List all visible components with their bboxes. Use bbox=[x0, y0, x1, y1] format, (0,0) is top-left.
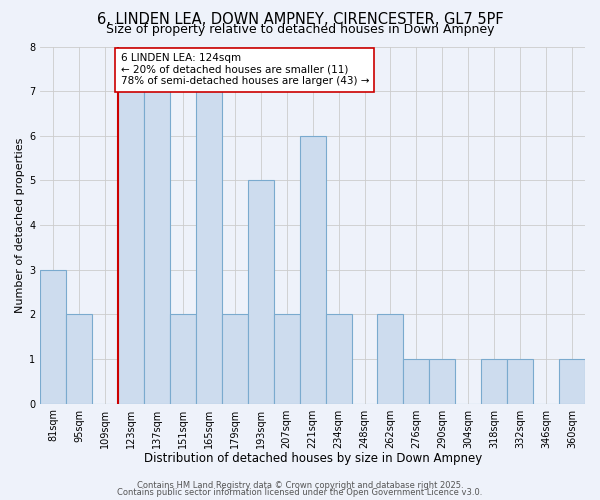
Bar bbox=[507, 359, 533, 404]
Bar bbox=[430, 359, 455, 404]
Bar bbox=[274, 314, 299, 404]
Y-axis label: Number of detached properties: Number of detached properties bbox=[15, 138, 25, 312]
Bar bbox=[326, 314, 352, 404]
Bar bbox=[196, 91, 222, 404]
Bar bbox=[559, 359, 585, 404]
Text: Contains HM Land Registry data © Crown copyright and database right 2025.: Contains HM Land Registry data © Crown c… bbox=[137, 480, 463, 490]
Bar bbox=[170, 314, 196, 404]
Bar bbox=[299, 136, 326, 404]
X-axis label: Distribution of detached houses by size in Down Ampney: Distribution of detached houses by size … bbox=[143, 452, 482, 465]
Text: 6, LINDEN LEA, DOWN AMPNEY, CIRENCESTER, GL7 5PF: 6, LINDEN LEA, DOWN AMPNEY, CIRENCESTER,… bbox=[97, 12, 503, 28]
Bar bbox=[40, 270, 66, 404]
Bar bbox=[222, 314, 248, 404]
Bar bbox=[481, 359, 507, 404]
Bar bbox=[118, 91, 144, 404]
Bar bbox=[66, 314, 92, 404]
Text: Contains public sector information licensed under the Open Government Licence v3: Contains public sector information licen… bbox=[118, 488, 482, 497]
Bar bbox=[403, 359, 430, 404]
Text: 6 LINDEN LEA: 124sqm
← 20% of detached houses are smaller (11)
78% of semi-detac: 6 LINDEN LEA: 124sqm ← 20% of detached h… bbox=[121, 53, 369, 86]
Bar bbox=[377, 314, 403, 404]
Bar bbox=[248, 180, 274, 404]
Bar bbox=[144, 91, 170, 404]
Text: Size of property relative to detached houses in Down Ampney: Size of property relative to detached ho… bbox=[106, 22, 494, 36]
